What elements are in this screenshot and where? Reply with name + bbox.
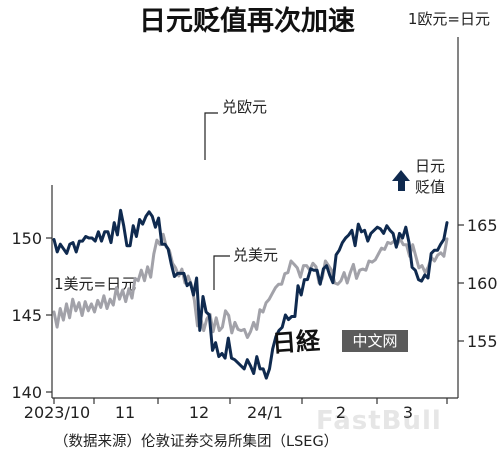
yen-depreciation-annotation: 日元 贬值: [392, 157, 445, 196]
right-unit-label: 1欧元=日元: [408, 10, 490, 28]
eur-label-leader: [204, 112, 218, 160]
right-tick-label: 165: [467, 216, 498, 235]
data-source-note: （数据来源）伦敦证券交易所集团（LSEG）: [54, 432, 338, 450]
left-tick-label: 145: [11, 306, 42, 325]
arrow-label-line1: 日元: [415, 157, 445, 175]
x-tick-label: 2: [336, 403, 346, 422]
x-axis-ticks: 2023/10 11 12 24/1 2 3: [24, 398, 448, 422]
x-tick-label: 12: [189, 403, 209, 422]
arrow-label-line2: 贬值: [415, 178, 445, 196]
up-arrow-icon: [392, 170, 410, 191]
nikkei-logo-mark: 日経: [271, 326, 322, 358]
x-tick-label: 2023/10: [24, 403, 90, 422]
x-tick-label: 11: [115, 403, 135, 422]
series-lines: [52, 208, 449, 380]
chart-title: 日元贬值再次加速: [139, 6, 355, 37]
x-tick-label: 24/1: [247, 403, 283, 422]
logo-badge-text: 中文网: [352, 332, 397, 350]
left-tick-label: 150: [11, 229, 42, 248]
eur-series-label: 兑欧元: [222, 98, 267, 116]
right-tick-label: 160: [467, 274, 498, 293]
logo-badge-bg: [342, 330, 408, 352]
x-tick-label: 3: [403, 403, 413, 422]
usd-series-label: 兑美元: [233, 246, 278, 264]
usd-label-leader: [213, 255, 230, 290]
fastbull-watermark: FastBull: [316, 406, 442, 436]
usd-series-line: [52, 208, 449, 380]
right-tick-label: 155: [467, 332, 498, 351]
nikkei-logo: 日経 中文网: [271, 326, 408, 358]
eur-series-line: [52, 232, 449, 339]
left-axis-ticks: 140 145 150: [11, 229, 52, 402]
right-axis-ticks: 155 160 165: [458, 216, 498, 351]
left-tick-label: 140: [11, 383, 42, 402]
